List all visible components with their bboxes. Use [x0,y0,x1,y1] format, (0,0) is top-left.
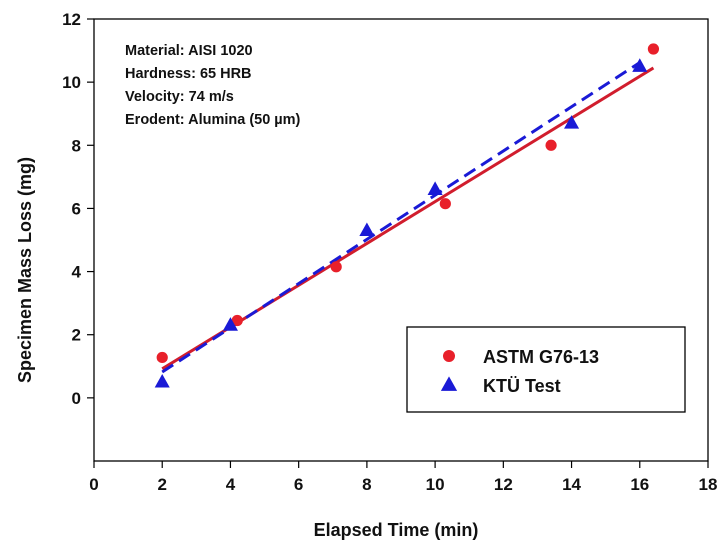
x-tick-label: 14 [562,475,581,494]
x-axis-title: Elapsed Time (min) [314,520,479,540]
y-tick-label: 10 [62,73,81,92]
ktu-data-point [427,181,443,195]
ktu-data-point [359,222,375,236]
y-axis-title: Specimen Mass Loss (mg) [15,157,35,383]
x-tick-label: 18 [699,475,718,494]
astm-data-point [647,43,660,55]
x-tick-label: 10 [426,475,445,494]
x-tick-label: 16 [630,475,649,494]
x-tick-label: 4 [226,475,236,494]
legend-marker-ktu [440,376,458,391]
plot-frame [93,18,709,462]
ktu-fit-line [161,61,641,374]
y-tick-label: 6 [72,199,81,218]
y-tick-label: 2 [72,326,81,345]
y-tick-label: 0 [72,389,81,408]
ktu-data-point [222,317,238,331]
annotation-line: Material: AISI 1020 [125,43,253,59]
annotation-line: Velocity: 74 m/s [125,89,234,105]
x-tick-label: 12 [494,475,513,494]
x-tick-label: 2 [157,475,166,494]
annotation-line: Erodent: Alumina (50 µm) [125,112,301,128]
x-tick-label: 8 [362,475,371,494]
legend-label: ASTM G76-13 [483,347,599,367]
legend-label: KTÜ Test [483,376,561,396]
x-tick-label: 0 [89,475,98,494]
ktu-data-point [632,58,648,72]
astm-data-point [231,314,243,327]
astm-data-point [156,351,168,364]
ktu-data-point [564,115,580,129]
astm-data-point [545,139,557,151]
annotation-line: Hardness: 65 HRB [125,66,252,82]
y-tick-label: 12 [62,10,81,29]
y-tick-label: 8 [72,136,81,155]
y-tick-label: 4 [72,263,82,282]
ktu-data-point [154,374,170,388]
legend-marker-astm [443,350,455,362]
legend-box [406,326,686,413]
x-tick-label: 6 [294,475,303,494]
astm-data-point [439,198,451,210]
astm-data-point [330,261,342,273]
